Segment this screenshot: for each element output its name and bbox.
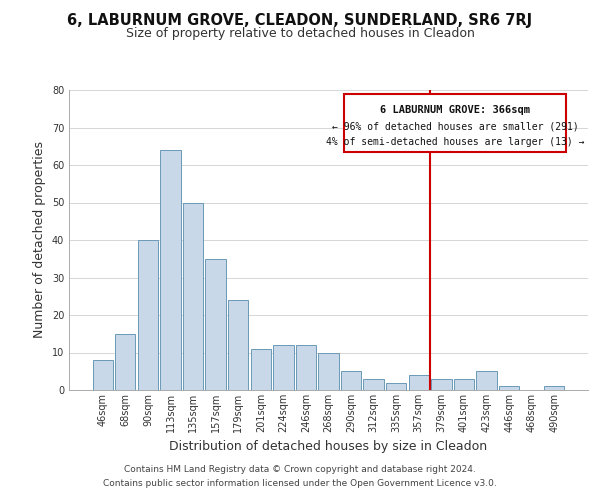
Y-axis label: Number of detached properties: Number of detached properties [33,142,46,338]
Bar [205,259,226,390]
Bar [364,379,384,390]
Bar [160,150,181,390]
Bar [92,360,113,390]
Bar [251,349,271,390]
Bar [228,300,248,390]
Bar [138,240,158,390]
Text: 6, LABURNUM GROVE, CLEADON, SUNDERLAND, SR6 7RJ: 6, LABURNUM GROVE, CLEADON, SUNDERLAND, … [67,12,533,28]
Bar [409,375,429,390]
Bar [386,382,406,390]
Bar [544,386,565,390]
Bar [296,345,316,390]
Text: 6 LABURNUM GROVE: 366sqm: 6 LABURNUM GROVE: 366sqm [380,105,530,115]
Bar [183,202,203,390]
X-axis label: Distribution of detached houses by size in Cleadon: Distribution of detached houses by size … [169,440,488,454]
Text: 4% of semi-detached houses are larger (13) →: 4% of semi-detached houses are larger (1… [326,137,584,147]
Bar [431,379,452,390]
Text: Size of property relative to detached houses in Cleadon: Size of property relative to detached ho… [125,28,475,40]
Text: Contains HM Land Registry data © Crown copyright and database right 2024.
Contai: Contains HM Land Registry data © Crown c… [103,466,497,487]
Bar [344,94,566,152]
Bar [499,386,519,390]
Bar [273,345,293,390]
Bar [319,352,338,390]
Text: ← 96% of detached houses are smaller (291): ← 96% of detached houses are smaller (29… [332,122,578,132]
Bar [454,379,474,390]
Bar [341,371,361,390]
Bar [476,371,497,390]
Bar [115,334,136,390]
